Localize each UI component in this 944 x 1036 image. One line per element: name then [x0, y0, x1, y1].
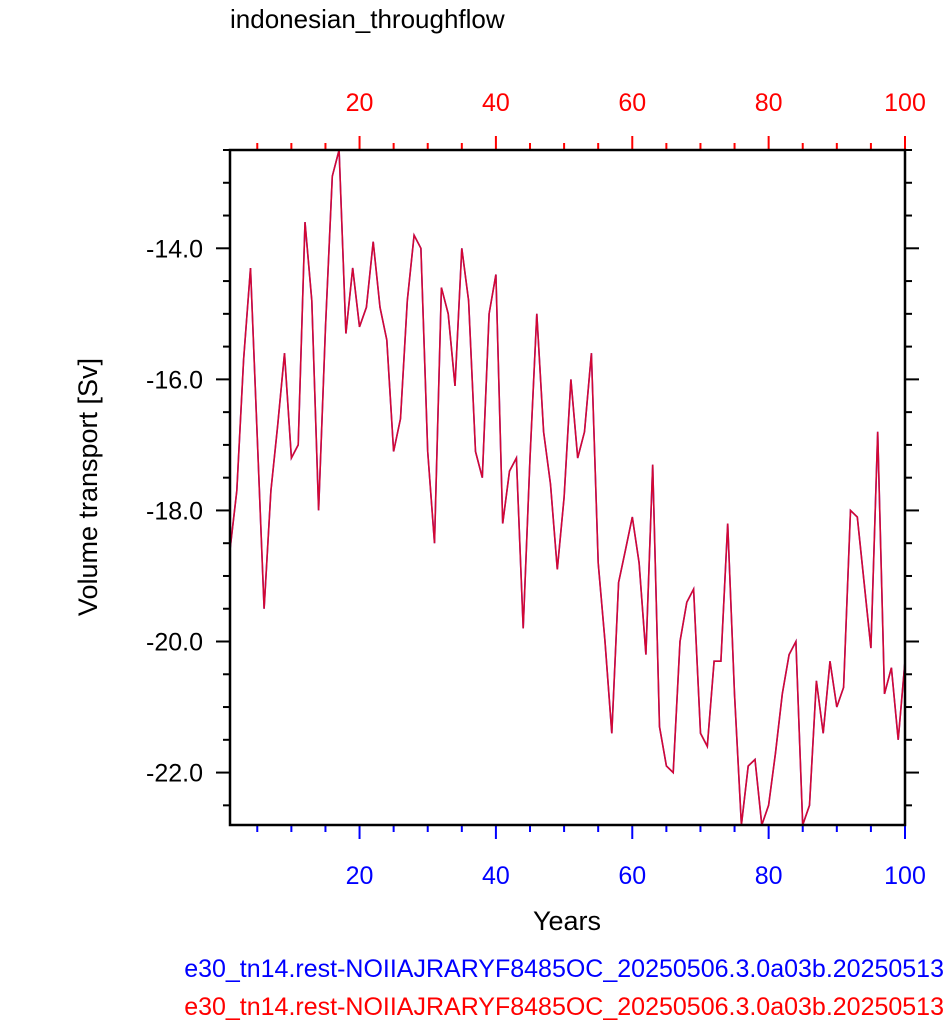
y-tick-label: -22.0 [146, 760, 203, 788]
plot-frame [228, 148, 907, 827]
x-top-tick-label: 100 [884, 89, 926, 117]
x-top-tick-label: 40 [482, 89, 510, 117]
legend-label-red: e30_tn14.rest-NOIIAJRARYF8485OC_20250506… [184, 993, 944, 1021]
x-bottom-tick-label: 100 [884, 862, 926, 890]
chart-title: indonesian_throughflow [230, 4, 505, 34]
y-tick-label: -16.0 [146, 366, 203, 394]
line-chart: indonesian_throughflow 20 20 40 40 60 60 80 80 1… [73, 4, 926, 936]
series-line-0 [230, 149, 905, 826]
legend-label-blue: e30_tn14.rest-NOIIAJRARYF8485OC_20250506… [184, 955, 944, 983]
legend-entry-blue: e30_tn14.rest-NOIIAJRARYF8485OC_20250506… [0, 955, 944, 984]
x-top-tick-label: 60 [618, 89, 646, 117]
x-bottom-tick-label: 20 [346, 862, 374, 890]
x-top-tick-label: 80 [755, 89, 783, 117]
legend-entry-red: e30_tn14.rest-NOIIAJRARYF8485OC_20250506… [0, 993, 944, 1022]
x-axis-label: Years [533, 906, 601, 936]
axes: 20 20 40 40 60 60 80 80 100 100 -14.0 -16.0 -18.0 -20… [146, 89, 926, 890]
x-bottom-tick-label: 60 [618, 862, 646, 890]
y-tick-label: -20.0 [146, 629, 203, 657]
y-tick-label: -14.0 [146, 235, 203, 263]
series-line-1 [230, 149, 905, 826]
x-top-tick-label: 20 [346, 89, 374, 117]
y-tick-label: -18.0 [146, 497, 203, 525]
series-lines [230, 149, 905, 826]
x-bottom-tick-label: 40 [482, 862, 510, 890]
y-axis-label: Volume transport [Sv] [73, 358, 103, 616]
x-bottom-tick-label: 80 [755, 862, 783, 890]
